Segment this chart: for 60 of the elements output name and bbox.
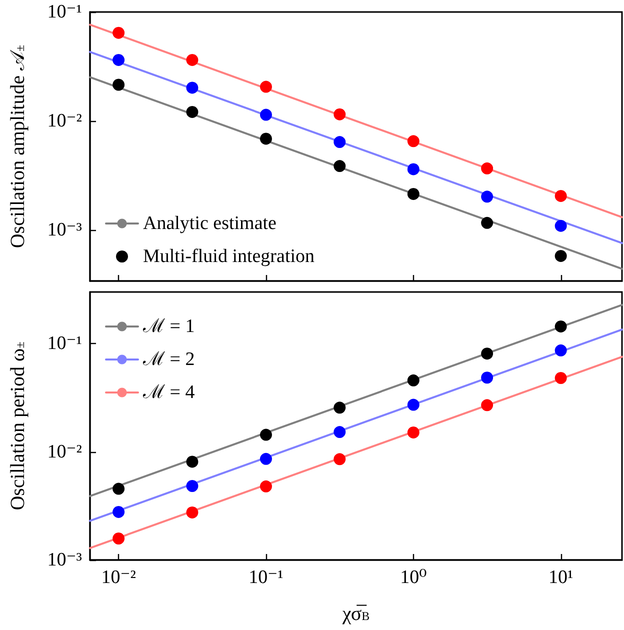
point [334,160,346,172]
point [112,26,125,39]
point [186,506,198,518]
point [112,482,125,495]
y-tick-label: 10⁻² [47,110,82,132]
legend-label: Multi-fluid integration [143,246,315,267]
point [260,480,272,492]
y-axis-title: Oscillation amplitude 𝒜± [7,44,29,248]
point [186,54,198,66]
point [407,135,420,148]
point [260,452,272,465]
point [481,348,494,360]
point [481,162,494,174]
point [112,78,125,91]
point [334,453,346,466]
point [554,372,567,384]
point [186,82,198,94]
point [334,108,346,120]
point [554,250,567,262]
point [481,190,494,203]
y-axis-title: Oscillation period ω± [7,341,29,510]
point [554,220,567,232]
x-tick-label: 10⁻² [101,567,136,588]
legend-label: ℳ = 1 [142,316,195,337]
point [112,506,125,518]
point [186,480,198,492]
x-tick-label: 10¹ [548,567,574,588]
point [186,456,198,468]
legend-label: ℳ = 4 [142,382,196,403]
point [260,428,272,441]
legend-label: Analytic estimate [143,213,276,234]
point [407,188,420,200]
point [334,136,346,148]
point [481,216,494,229]
point [407,163,420,176]
y-tick-label: 10⁻¹ [47,2,82,22]
x-tick-label: 10⁰ [400,567,428,588]
y-tick-label: 10⁻¹ [47,333,82,354]
point [481,399,494,412]
point [407,398,420,411]
point [407,426,420,438]
legend-label: ℳ = 2 [142,349,195,370]
point [554,190,567,202]
point [260,132,272,145]
point [260,108,272,121]
x-tick-label: 10⁻¹ [248,567,284,588]
point [112,532,125,545]
y-tick-label: 10⁻³ [47,219,82,240]
point [407,374,420,386]
point [334,426,346,438]
point [334,402,346,414]
point [260,80,272,93]
y-tick-label: 10⁻³ [47,550,82,570]
y-tick-label: 10⁻² [47,441,82,462]
point [481,372,494,384]
point [186,106,198,118]
point [554,320,567,332]
point [112,54,125,66]
x-axis-title: χσ̅B [341,603,370,625]
point [554,344,567,356]
